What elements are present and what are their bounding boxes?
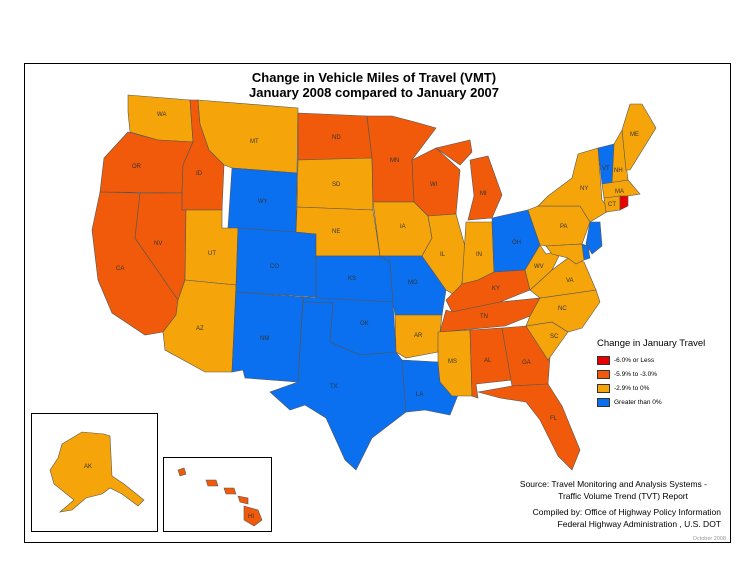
state-CT: CT bbox=[603, 195, 621, 213]
svg-text:FL: FL bbox=[550, 416, 558, 422]
svg-text:GA: GA bbox=[522, 360, 531, 366]
svg-text:AZ: AZ bbox=[196, 326, 204, 332]
svg-text:OK: OK bbox=[360, 321, 369, 327]
legend-label: -2.9% to 0% bbox=[614, 384, 650, 392]
svg-text:SD: SD bbox=[332, 182, 341, 188]
svg-text:IA: IA bbox=[400, 224, 406, 230]
state-TX: TX bbox=[269, 301, 407, 471]
legend-title: Change in January Travel bbox=[597, 338, 706, 349]
legend-label: -6.0% or Less bbox=[614, 356, 655, 364]
legend-label: -5.9% to -3.0% bbox=[614, 370, 657, 378]
legend-swatch bbox=[597, 369, 610, 379]
legend-swatch bbox=[597, 397, 610, 407]
svg-text:VT: VT bbox=[602, 166, 610, 172]
state-OR: OR bbox=[99, 131, 194, 194]
svg-text:CT: CT bbox=[608, 202, 616, 208]
svg-text:NC: NC bbox=[558, 306, 567, 312]
svg-text:ID: ID bbox=[196, 171, 203, 177]
state-AR: AR bbox=[394, 314, 443, 359]
state-RI bbox=[619, 195, 629, 211]
svg-text:MO: MO bbox=[408, 280, 418, 286]
svg-text:PA: PA bbox=[560, 224, 568, 230]
svg-text:MT: MT bbox=[250, 139, 259, 145]
legend-swatch bbox=[597, 355, 610, 365]
state-ND: ND bbox=[297, 112, 373, 161]
svg-text:KS: KS bbox=[348, 276, 356, 282]
date-stamp: October 2008 bbox=[692, 536, 726, 542]
svg-text:AK: AK bbox=[84, 464, 92, 470]
svg-text:CA: CA bbox=[116, 266, 124, 272]
svg-text:WV: WV bbox=[534, 264, 544, 270]
state-FL: FL bbox=[477, 383, 581, 471]
hawaii-inset: HI bbox=[163, 457, 272, 532]
state-ME: ME bbox=[621, 103, 657, 171]
state-MD bbox=[545, 243, 585, 265]
svg-text:NE: NE bbox=[332, 229, 340, 235]
svg-text:KY: KY bbox=[492, 286, 500, 292]
map-legend: Change in January Travel -6.0% or Less -… bbox=[597, 338, 727, 409]
svg-text:MS: MS bbox=[448, 359, 457, 365]
svg-text:OH: OH bbox=[512, 240, 521, 246]
svg-text:AR: AR bbox=[414, 333, 423, 339]
source-line-2: Traffic Volume Trend (TVT) Report bbox=[558, 491, 688, 501]
compiled-line-2: Federal Highway Administration , U.S. DO… bbox=[557, 519, 721, 529]
compiled-line-1: Compiled by: Office of Highway Policy In… bbox=[532, 507, 721, 517]
state-NY: NY bbox=[537, 147, 611, 223]
svg-text:IL: IL bbox=[440, 252, 446, 258]
legend-item: Greater than 0% bbox=[597, 395, 727, 409]
svg-text:IN: IN bbox=[476, 252, 482, 258]
svg-text:NY: NY bbox=[580, 186, 588, 192]
legend-item: -6.0% or Less bbox=[597, 353, 727, 367]
alaska-map: AK bbox=[49, 431, 145, 513]
svg-text:AL: AL bbox=[484, 358, 492, 364]
svg-text:MN: MN bbox=[390, 158, 399, 164]
svg-text:WI: WI bbox=[430, 182, 438, 188]
hawaii-map: HI bbox=[177, 467, 263, 527]
svg-text:LA: LA bbox=[416, 392, 423, 398]
source-line-1: Source: Travel Monitoring and Analysis S… bbox=[519, 479, 707, 489]
svg-text:WA: WA bbox=[157, 112, 166, 118]
map-subtitle: January 2008 compared to January 2007 bbox=[248, 85, 500, 100]
svg-text:TX: TX bbox=[330, 384, 338, 390]
legend-label: Greater than 0% bbox=[614, 398, 662, 406]
svg-text:UT: UT bbox=[208, 251, 216, 257]
legend-item: -5.9% to -3.0% bbox=[597, 367, 727, 381]
svg-text:NV: NV bbox=[154, 241, 162, 247]
svg-text:VA: VA bbox=[566, 278, 574, 284]
legend-item: -2.9% to 0% bbox=[597, 381, 727, 395]
svg-text:HI: HI bbox=[248, 514, 254, 520]
svg-text:ND: ND bbox=[332, 135, 341, 141]
state-WY: WY bbox=[227, 167, 298, 233]
svg-text:SC: SC bbox=[550, 334, 559, 340]
svg-text:ME: ME bbox=[630, 132, 639, 138]
legend-swatch bbox=[597, 383, 610, 393]
state-CO: CO bbox=[235, 227, 317, 298]
svg-text:TN: TN bbox=[480, 314, 488, 320]
svg-text:MI: MI bbox=[480, 191, 487, 197]
svg-text:WY: WY bbox=[258, 199, 268, 205]
alaska-inset: AK bbox=[31, 413, 158, 532]
state-IL: IL bbox=[421, 213, 467, 299]
state-KS: KS bbox=[315, 255, 394, 303]
state-MA: MA bbox=[601, 179, 641, 199]
svg-text:NH: NH bbox=[614, 168, 623, 174]
svg-text:OR: OR bbox=[132, 164, 142, 170]
svg-text:NM: NM bbox=[260, 336, 269, 342]
state-SD: SD bbox=[296, 157, 374, 211]
svg-text:MA: MA bbox=[615, 189, 624, 195]
svg-text:CO: CO bbox=[270, 264, 279, 270]
state-NJ bbox=[585, 221, 603, 255]
map-title: Change in Vehicle Miles of Travel (VMT) bbox=[251, 70, 497, 85]
state-NM: NM bbox=[231, 291, 304, 383]
